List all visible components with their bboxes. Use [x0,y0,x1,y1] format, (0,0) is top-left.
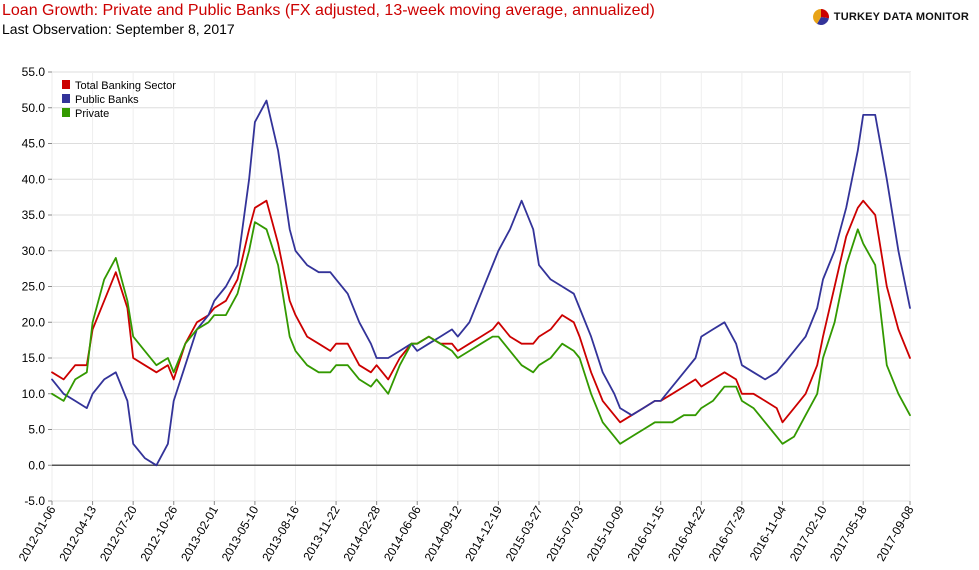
chart-subtitle: Last Observation: September 8, 2017 [2,21,235,37]
series-line [51,221,911,445]
x-tick-label: 2013-05-10 [219,503,262,563]
x-tick-label: 2013-11-22 [300,503,343,563]
y-axis-ticks: -5.0 0.0 5.0 10.0 15.0 20.0 25.0 30.0 35.0 40.0 45… [22,65,52,508]
legend-label: Private [75,108,109,120]
x-tick-label: 2012-10-26 [138,503,181,563]
x-tick-label: 2014-09-12 [422,503,465,563]
x-tick-label: 2015-07-03 [543,503,586,563]
x-axis-ticks: 2012-01-062012-04-132012-07-202012-10-26… [16,501,917,564]
x-tick-label: 2014-06-06 [381,503,424,563]
x-tick-label: 2015-10-09 [584,503,627,563]
x-tick-label: 2012-01-06 [16,503,59,563]
y-tick-label: 0.0 [28,458,45,472]
y-tick-label: 40.0 [22,172,46,186]
chart-title: Loan Growth: Private and Public Banks (F… [2,2,655,19]
pie-logo-icon [812,8,829,25]
legend-label: Public Banks [75,94,139,106]
x-tick-label: 2013-02-01 [178,503,221,563]
x-tick-label: 2017-05-18 [827,503,870,563]
y-tick-label: 50.0 [22,101,46,115]
x-tick-label: 2017-09-08 [874,503,917,563]
y-tick-label: 30.0 [22,244,46,258]
x-tick-label: 2014-12-19 [462,503,505,563]
grid-lines [51,71,911,502]
y-tick-label: 15.0 [22,351,46,365]
legend-swatch [62,80,70,89]
x-tick-label: 2013-08-16 [259,503,302,563]
y-tick-label: 25.0 [22,280,46,294]
y-tick-label: 55.0 [22,65,46,79]
x-tick-label: 2012-07-20 [97,503,140,563]
x-tick-label: 2016-11-04 [747,503,790,563]
y-tick-label: -5.0 [24,494,45,508]
series-line [51,99,911,467]
y-tick-label: 10.0 [22,387,46,401]
brand-logo: TURKEY DATA MONITOR [812,8,969,26]
legend: Total Banking Sector Public Banks Private [62,80,176,120]
legend-label: Total Banking Sector [75,80,176,92]
x-tick-label: 2012-04-13 [56,503,99,563]
brand-name: TURKEY DATA MONITOR [833,11,969,23]
x-tick-label: 2016-01-15 [624,503,667,563]
y-tick-label: 35.0 [22,208,46,222]
y-tick-label: 45.0 [22,137,46,151]
y-tick-label: 20.0 [22,315,46,329]
x-tick-label: 2015-03-27 [503,503,546,563]
x-tick-label: 2014-02-28 [340,503,383,563]
x-tick-label: 2017-02-10 [787,503,830,563]
series-line [51,199,911,424]
legend-swatch [62,94,70,103]
series-lines [51,99,911,467]
legend-swatch [62,108,70,117]
x-tick-label: 2016-04-22 [665,503,708,563]
y-tick-label: 5.0 [28,423,45,437]
x-tick-label: 2016-07-29 [706,503,749,563]
